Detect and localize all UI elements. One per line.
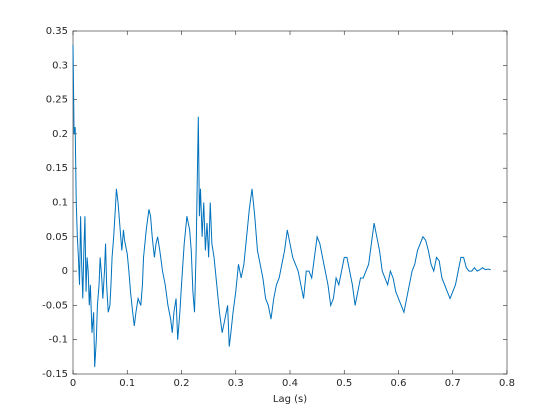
y-tick-label: -0.1 [48, 335, 68, 346]
x-axis-label: Lag (s) [273, 394, 307, 405]
y-tick-label: 0 [62, 266, 68, 277]
x-tick-label: 0.5 [336, 378, 352, 389]
x-tick-label: 0.8 [499, 378, 515, 389]
y-tick-label: 0.2 [52, 129, 68, 140]
data-line [72, 44, 491, 368]
y-tick-label: -0.05 [42, 300, 68, 311]
x-tick-label: 0.4 [282, 378, 298, 389]
x-tick-label: 0.7 [445, 378, 461, 389]
y-tick-label: 0.05 [46, 232, 68, 243]
y-tick-label: 0.1 [52, 198, 68, 209]
y-tick-label: 0.25 [46, 95, 68, 106]
y-tick-label: -0.15 [42, 369, 68, 380]
x-tick-label: 0.3 [228, 378, 244, 389]
x-tick-label: 0.2 [174, 378, 190, 389]
x-tick-label: 0.6 [391, 378, 407, 389]
x-tick-label: 0.1 [119, 378, 135, 389]
y-tick-label: 0.3 [52, 60, 68, 71]
x-tick-label: 0 [70, 378, 76, 389]
y-tick-label: 0.35 [46, 26, 68, 37]
plot-area [72, 30, 508, 375]
y-tick-label: 0.15 [46, 163, 68, 174]
